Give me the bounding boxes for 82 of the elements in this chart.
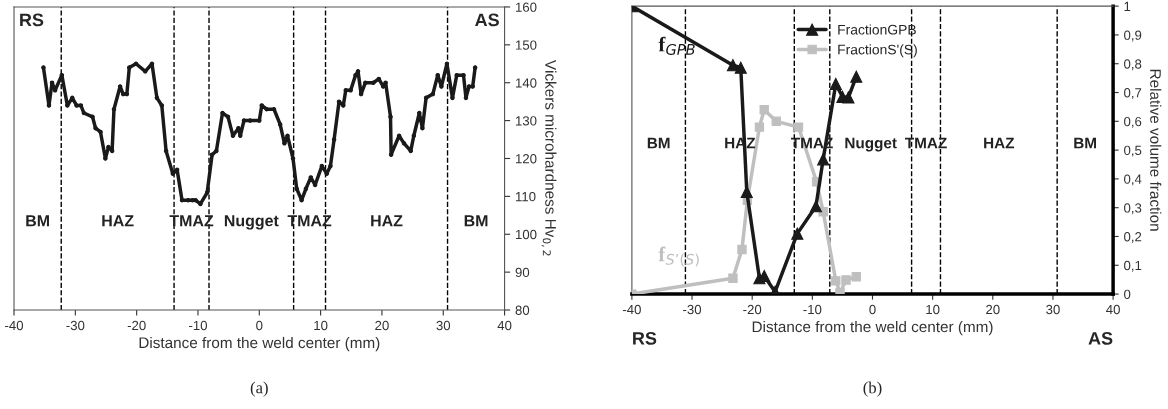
annotation: Nugget [224, 215, 279, 230]
text: (b) [863, 381, 882, 397]
y-tick-label: 0,6 [1124, 116, 1142, 128]
annotation: AS [475, 13, 499, 27]
annotation: BM [464, 215, 488, 227]
annotation: BM [647, 137, 670, 149]
y-tick-label: 0,2 [1124, 232, 1142, 243]
y-tick-label: 110 [516, 191, 536, 202]
x-tick-label: 20 [375, 320, 389, 331]
text: RS [633, 331, 657, 345]
x-tick-label: -30 [66, 320, 85, 331]
point [841, 275, 851, 285]
y-tick-label: 1 [1124, 1, 1131, 11]
point [851, 272, 861, 282]
x-tick-label: 40 [497, 320, 512, 331]
y-tick-label: 80 [515, 305, 530, 315]
x-tick-label: 0 [256, 320, 263, 331]
point [771, 116, 781, 126]
annotation: BM [1074, 137, 1096, 149]
point [728, 273, 738, 283]
x-tick-label: -30 [683, 304, 702, 315]
point [734, 61, 747, 74]
annotation: HAZ [102, 215, 134, 227]
x-tick-label: 10 [314, 320, 328, 331]
y-tick-label: 0,8 [1124, 59, 1142, 71]
y-tick-label: 0,1 [1124, 260, 1142, 272]
point [850, 70, 863, 83]
y-tick-label: 160 [516, 2, 537, 12]
annotation: HAZ [371, 215, 403, 227]
x-tick-label: -20 [127, 320, 146, 331]
point [835, 287, 845, 295]
annotation: BM [26, 215, 49, 227]
annotation: TMAZ [169, 215, 214, 227]
x-tick-label: 40 [1106, 304, 1120, 315]
point [791, 227, 804, 240]
y-tick-label: 0,5 [1124, 145, 1142, 157]
point [754, 122, 765, 132]
x-tick-label: -20 [743, 304, 762, 315]
x-axis-title: Distance from the weld center (mm) [752, 320, 993, 336]
y-tick-label: 130 [516, 116, 537, 126]
point [809, 200, 823, 213]
x-axis-title: Distance from the weld center (mm) [139, 336, 380, 352]
y-axis-title: Relative volume fraction [1150, 69, 1162, 231]
x-tick-label: 0 [869, 304, 876, 315]
y-tick-label: 120 [516, 154, 537, 164]
annotation: TMAZ [904, 137, 947, 149]
x-tick-label: -40 [5, 320, 24, 331]
x-tick-label: 30 [436, 320, 451, 331]
point [829, 77, 842, 90]
legend-label: FractionGPB [838, 24, 916, 35]
y-tick-label: 0,4 [1124, 174, 1142, 186]
point [759, 105, 769, 115]
text: AS [1088, 331, 1113, 345]
annotation: Nugget [845, 137, 897, 152]
annotation: RS [20, 13, 44, 27]
point [737, 244, 747, 255]
y-tick-label: 150 [516, 40, 537, 50]
y-tick-label: 140 [516, 78, 537, 88]
x-tick-label: -40 [622, 304, 641, 315]
annotation: HAZ [984, 137, 1015, 149]
y-axis-title: Vickers microhardness Hv$_{0,2}$ [541, 59, 557, 256]
annotation: f$_{S’(S)}$ [658, 246, 699, 267]
point [817, 153, 830, 166]
text: (a) [250, 381, 268, 397]
point [831, 276, 841, 286]
point [793, 122, 804, 132]
y-tick-label: 100 [516, 229, 537, 240]
point [726, 59, 740, 72]
x-tick-label: -10 [189, 320, 207, 331]
x-tick-label: 20 [986, 304, 1000, 315]
y-tick-label: 0 [1124, 289, 1131, 299]
legend-label: FractionS'(S) [838, 44, 917, 58]
x-tick-label: 30 [1046, 304, 1060, 315]
x-tick-label: -10 [803, 304, 822, 315]
annotation: TMAZ [287, 215, 332, 227]
y-tick-label: 90 [515, 267, 530, 278]
annotation: f$_{GPB}$ [658, 36, 695, 55]
x-tick-label: 10 [926, 304, 940, 315]
point [842, 91, 855, 104]
y-tick-label: 0,9 [1124, 30, 1142, 42]
y-tick-label: 0,7 [1124, 88, 1142, 99]
y-tick-label: 0,3 [1124, 203, 1142, 215]
